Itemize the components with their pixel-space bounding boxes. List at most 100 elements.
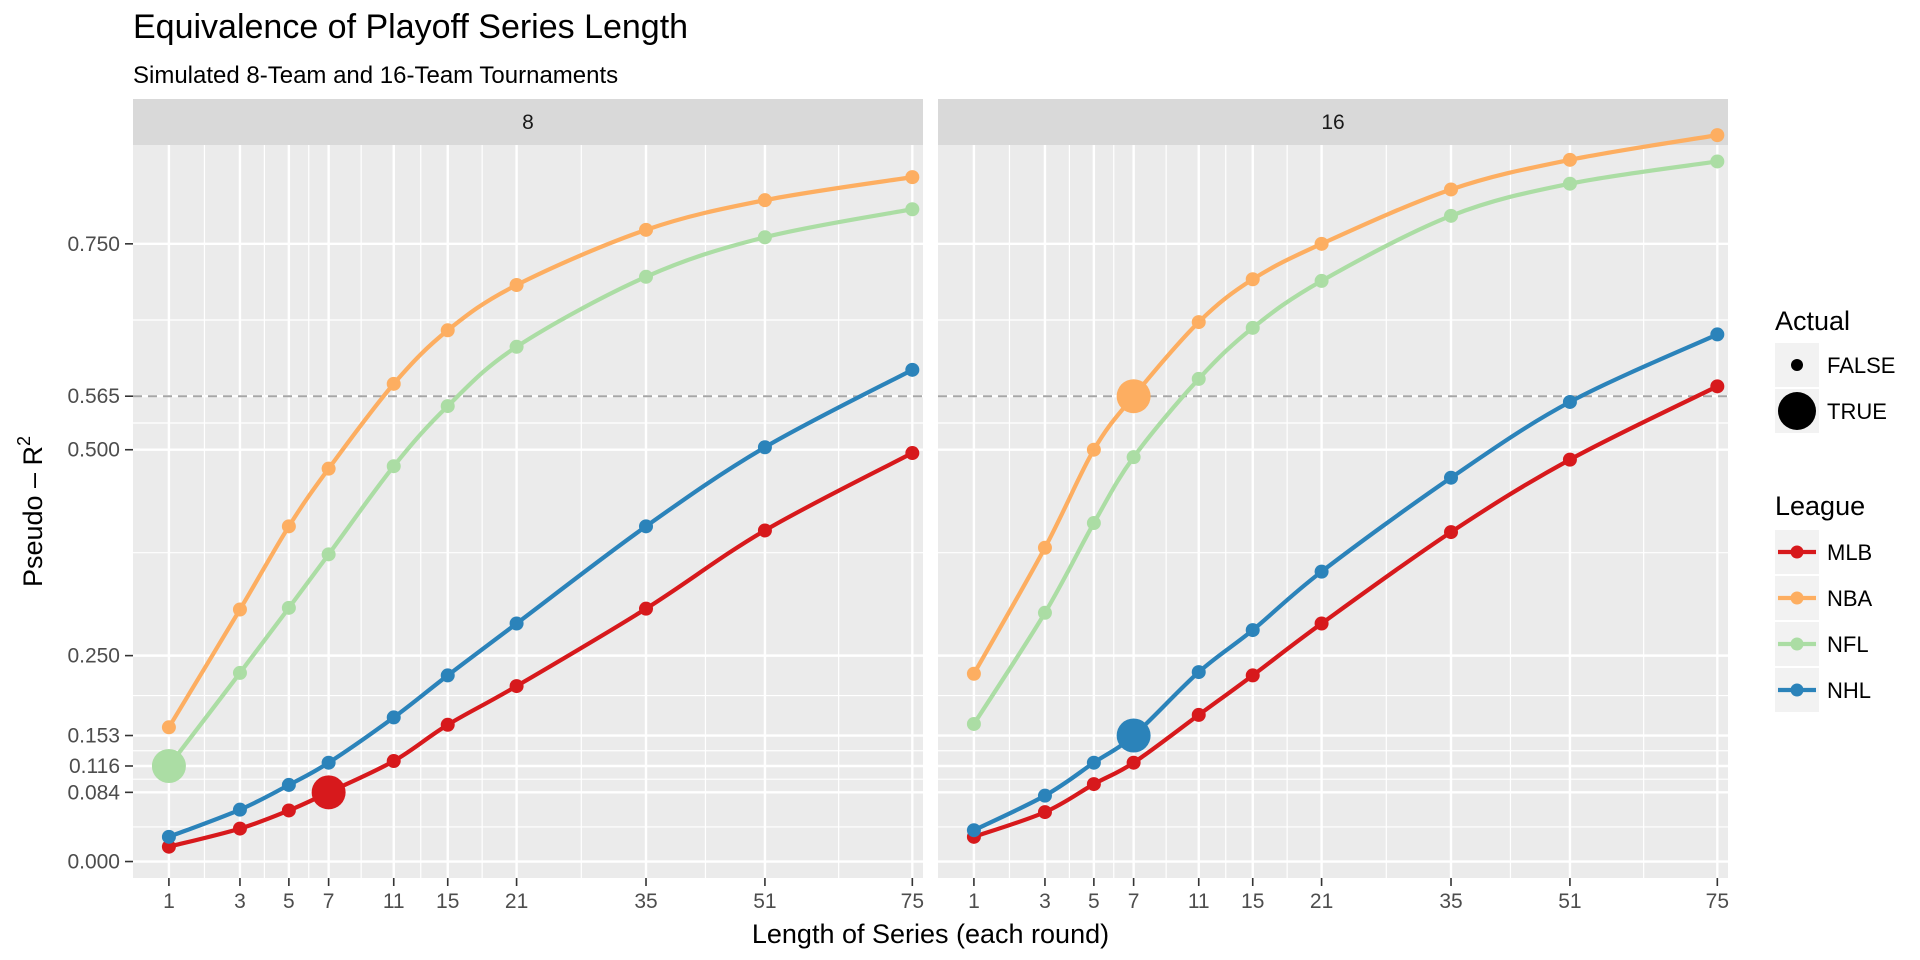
x-tick-label: 7 bbox=[1128, 890, 1140, 913]
x-tick-label: 21 bbox=[1310, 890, 1333, 913]
data-point-mlb bbox=[639, 601, 654, 616]
data-point-nhl bbox=[1314, 564, 1329, 579]
x-tick-label: 21 bbox=[505, 890, 528, 913]
data-point-mlb bbox=[386, 754, 401, 769]
data-point-nba bbox=[639, 222, 654, 237]
data-point-nfl bbox=[386, 459, 401, 474]
data-point-mlb bbox=[1710, 379, 1725, 394]
data-point-nfl bbox=[1562, 176, 1577, 191]
x-tick-label: 15 bbox=[1241, 890, 1264, 913]
x-tick-label: 3 bbox=[1039, 890, 1051, 913]
data-point-mlb bbox=[1314, 616, 1329, 631]
series-line-nba bbox=[972, 133, 1718, 675]
data-point-nfl bbox=[1314, 273, 1329, 288]
data-point-nba bbox=[321, 461, 336, 476]
facet-label: 8 bbox=[522, 111, 534, 134]
legend-league-point-nhl bbox=[1790, 683, 1804, 697]
data-point-nba bbox=[440, 323, 455, 338]
y-tick-label: 0.084 bbox=[67, 781, 120, 804]
y-tick-label: 0.250 bbox=[67, 645, 120, 668]
x-tick-label: 35 bbox=[1439, 890, 1462, 913]
facet-label: 16 bbox=[1321, 111, 1344, 134]
data-point-nba bbox=[1562, 152, 1577, 167]
x-tick-label: 11 bbox=[383, 890, 405, 913]
data-point-nhl bbox=[161, 829, 176, 844]
data-point-mlb bbox=[440, 717, 455, 732]
data-point-mlb bbox=[1245, 668, 1260, 683]
series-line-nfl bbox=[167, 207, 913, 768]
data-point-nhl bbox=[639, 519, 654, 534]
data-point-nhl bbox=[905, 362, 920, 377]
data-point-nhl bbox=[440, 668, 455, 683]
data-point-nfl bbox=[1191, 371, 1206, 386]
data-point-mlb bbox=[1037, 805, 1052, 820]
data-point-nfl bbox=[281, 600, 296, 615]
data-point-nba bbox=[1245, 272, 1260, 287]
actual-point-nhl bbox=[1116, 718, 1151, 753]
x-tick-label: 35 bbox=[634, 890, 657, 913]
series-line-nba bbox=[167, 175, 913, 729]
legend-league-point-mlb bbox=[1790, 545, 1804, 559]
x-tick-label: 5 bbox=[283, 890, 295, 913]
facet-strip bbox=[133, 99, 923, 145]
legend-actual-title: Actual bbox=[1775, 306, 1850, 336]
data-point-nba bbox=[161, 720, 176, 735]
data-point-nfl bbox=[232, 665, 247, 680]
data-point-nfl bbox=[509, 339, 524, 354]
y-tick-label: 0.565 bbox=[67, 385, 120, 408]
data-point-nba bbox=[509, 278, 524, 293]
panel-background bbox=[938, 145, 1728, 878]
legend-actual-label: FALSE bbox=[1827, 353, 1895, 378]
y-tick-label: 0.750 bbox=[67, 233, 120, 256]
data-point-mlb bbox=[281, 803, 296, 818]
data-point-nhl bbox=[966, 823, 981, 838]
legend-league-title: League bbox=[1775, 491, 1865, 521]
data-point-nba bbox=[1444, 182, 1459, 197]
panel-background bbox=[133, 145, 923, 878]
legend-league-label: NBA bbox=[1827, 586, 1873, 611]
legend-league-point-nfl bbox=[1790, 637, 1804, 651]
data-point-nfl bbox=[905, 202, 920, 217]
data-point-nfl bbox=[1444, 208, 1459, 223]
y-axis-title: Pseudo – R2 bbox=[14, 436, 48, 587]
data-point-nba bbox=[1191, 315, 1206, 330]
x-tick-label: 1 bbox=[163, 890, 175, 913]
data-point-nba bbox=[1710, 128, 1725, 143]
data-point-nhl bbox=[1444, 470, 1459, 485]
x-tick-label: 51 bbox=[753, 890, 776, 913]
legend-actual-key-true bbox=[1778, 392, 1816, 430]
data-point-nhl bbox=[1086, 755, 1101, 770]
data-point-mlb bbox=[161, 839, 176, 854]
y-tick-label: 0.116 bbox=[69, 755, 120, 778]
series-line-nfl bbox=[972, 159, 1718, 726]
data-point-nfl bbox=[639, 269, 654, 284]
data-point-nba bbox=[1314, 236, 1329, 251]
data-point-mlb bbox=[509, 679, 524, 694]
data-point-nhl bbox=[1191, 665, 1206, 680]
panel-16: 161 3 5 7 11 15 21 35 51 75 bbox=[938, 99, 1729, 913]
x-tick-label: 51 bbox=[1558, 890, 1581, 913]
data-point-nba bbox=[281, 519, 296, 534]
data-point-nba bbox=[1037, 540, 1052, 555]
data-point-mlb bbox=[232, 821, 247, 836]
actual-point-mlb bbox=[311, 775, 346, 810]
data-point-nba bbox=[966, 666, 981, 681]
legend-league-label: MLB bbox=[1827, 540, 1872, 565]
x-tick-label: 11 bbox=[1188, 890, 1210, 913]
x-axis-title: Length of Series (each round) bbox=[752, 919, 1109, 949]
data-point-mlb bbox=[757, 523, 772, 538]
data-point-mlb bbox=[1126, 755, 1141, 770]
data-point-mlb bbox=[1086, 777, 1101, 792]
data-point-mlb bbox=[1191, 707, 1206, 722]
legend-actual-label: TRUE bbox=[1827, 399, 1887, 424]
data-point-nhl bbox=[1562, 394, 1577, 409]
data-point-nba bbox=[757, 193, 772, 208]
data-point-nba bbox=[905, 170, 920, 185]
data-point-nhl bbox=[1037, 788, 1052, 803]
data-point-nfl bbox=[966, 716, 981, 731]
actual-point-nfl bbox=[151, 748, 186, 783]
panel-8: 81 3 5 7 11 15 21 35 51 75 bbox=[133, 99, 924, 913]
chart-subtitle: Simulated 8-Team and 16-Team Tournaments bbox=[133, 62, 619, 89]
x-tick-label: 75 bbox=[901, 890, 924, 913]
